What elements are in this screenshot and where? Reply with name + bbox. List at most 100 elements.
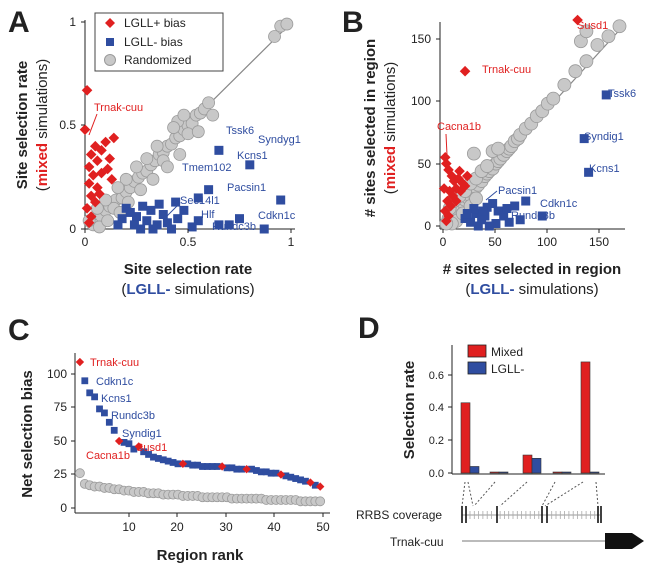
panel-a-y-ticks: 0 0.5 1 <box>59 15 85 236</box>
lgll-minus-point <box>129 220 139 230</box>
annotation-label: Cdkn1c <box>96 376 134 388</box>
panel-b-x-tick: 0 <box>440 235 447 249</box>
panel-b-ylabel: # sites selected in region (mixed simula… <box>362 39 399 217</box>
lgll-minus-point <box>235 214 244 224</box>
lgll-minus-point <box>204 185 214 195</box>
panel-c-y-ticks: 0 25 50 75 100 <box>47 367 75 515</box>
random-point <box>469 191 483 206</box>
panel-c-x-ticks: 10 20 30 40 50 <box>122 513 330 534</box>
lgll-minus-point <box>136 224 146 234</box>
panel-d-y-tick: 0.0 <box>429 468 444 480</box>
lgll-minus-point <box>257 468 265 476</box>
legend-label: Mixed <box>491 345 523 359</box>
lgll-plus-point <box>444 185 455 197</box>
lgll-minus-point <box>515 215 525 225</box>
lgll-plus-point <box>81 85 93 96</box>
bar-mixed <box>580 361 591 474</box>
annotation-label: Kcns1 <box>101 393 132 405</box>
lgll-minus-point <box>233 465 241 473</box>
lgll-plus-point <box>106 174 118 185</box>
random-point <box>130 160 143 174</box>
lgll-minus-point <box>466 217 476 227</box>
lgll-plus-point <box>90 140 101 152</box>
panel-c-label: C <box>8 314 30 347</box>
lgll-minus-point <box>145 451 152 458</box>
panel-a-annotations: Trnak-cuu Tssk6 Syndyg1 Kcns1 Tmem102 Pa… <box>88 102 301 233</box>
random-point <box>99 193 112 207</box>
lgll-minus-point <box>276 195 286 205</box>
lgll-minus-point <box>460 214 470 224</box>
lgll-plus-point <box>306 478 315 487</box>
lgll-minus-point <box>140 448 148 456</box>
panel-a-x-ticks: 0 0.5 1 <box>82 229 295 249</box>
lgll-minus-point <box>159 456 167 464</box>
lgll-plus-point <box>445 200 457 212</box>
panel-d-ylabel: Selection rate <box>401 361 418 459</box>
lgll-plus-point <box>114 436 124 446</box>
random-point <box>146 172 160 186</box>
lgll-minus-point <box>194 461 201 469</box>
annotation-label: Tssk6 <box>608 88 636 100</box>
lgll-plus-point <box>79 124 91 135</box>
lgll-minus-point <box>138 201 148 211</box>
lgll-minus-point <box>272 469 280 477</box>
lgll-plus-point <box>85 211 97 222</box>
random-point <box>579 24 594 39</box>
panel-b-xlabel: # sites selected in region <box>443 261 621 278</box>
panel-b-y-tick: 50 <box>418 157 432 171</box>
lgll-plus-point <box>453 173 464 184</box>
lgll-minus-point <box>471 209 481 219</box>
random-point <box>134 183 148 197</box>
lgll-plus-point <box>441 215 452 227</box>
lgll-minus-point <box>302 477 309 485</box>
panel-b: B 0 50 100 150 0 50 100 150 Susd1 Trnak <box>342 6 636 298</box>
lgll-minus-point <box>132 212 141 222</box>
panel-b-annotations: Susd1 Trnak-cuu Cacna1b Tssk6 Syndig1 Kc… <box>437 20 636 222</box>
annotation-label: Cacna1b <box>86 450 130 462</box>
bar-lgll-minus <box>561 471 572 474</box>
lgll-minus-point <box>113 220 123 230</box>
annotation-label: Syndyg1 <box>258 134 301 146</box>
lgll-minus-point <box>117 214 127 224</box>
panel-a-y-tick: 0.5 <box>59 118 76 132</box>
annotation-label: Cacna1b <box>437 121 481 133</box>
random-point <box>75 468 85 479</box>
panel-b-x-ticks: 0 50 100 150 <box>440 229 609 249</box>
lgll-minus-point <box>469 204 479 214</box>
panel-a-x-tick: 0.5 <box>180 235 197 249</box>
annotation-label: Trnak-cuu <box>482 64 531 76</box>
lgll-minus-point <box>96 405 103 413</box>
panel-a-label: A <box>8 6 30 39</box>
lgll-minus-point <box>238 465 246 473</box>
lgll-plus-point <box>94 188 105 200</box>
lgll-minus-point <box>292 475 300 482</box>
lgll-minus-point <box>493 206 503 216</box>
lgll-minus-point <box>478 206 488 216</box>
lgll-minus-point <box>169 459 177 466</box>
lgll-minus-point <box>214 145 224 155</box>
random-point <box>466 146 481 161</box>
lgll-plus-point <box>83 161 95 173</box>
random-point <box>546 91 561 106</box>
annotation-label: Trnak-cuu <box>94 102 143 114</box>
panel-a: A 0 0.5 1 0 0.5 1 LGLL+ bias <box>8 6 301 298</box>
lgll-minus-point <box>150 453 157 461</box>
svg-text:(mixed simulations): (mixed simulations) <box>34 59 51 192</box>
lgll-plus-point <box>85 149 97 160</box>
lgll-minus-point <box>601 90 611 100</box>
random-point <box>202 96 216 110</box>
annotation-label: Susd1 <box>136 442 167 454</box>
random-point <box>601 29 616 44</box>
panel-c-points <box>75 357 326 507</box>
lgll-minus-point <box>473 221 483 231</box>
lgll-plus-point <box>96 145 107 156</box>
panel-c-x-tick: 10 <box>122 520 136 534</box>
annotation-label: Susd1 <box>577 20 608 32</box>
lgll-minus-point <box>142 216 152 226</box>
panel-b-x-tick: 50 <box>488 235 502 249</box>
lgll-minus-point <box>287 473 295 481</box>
annotation-label: Rundc3b <box>212 221 256 233</box>
lgll-minus-point <box>282 472 290 480</box>
